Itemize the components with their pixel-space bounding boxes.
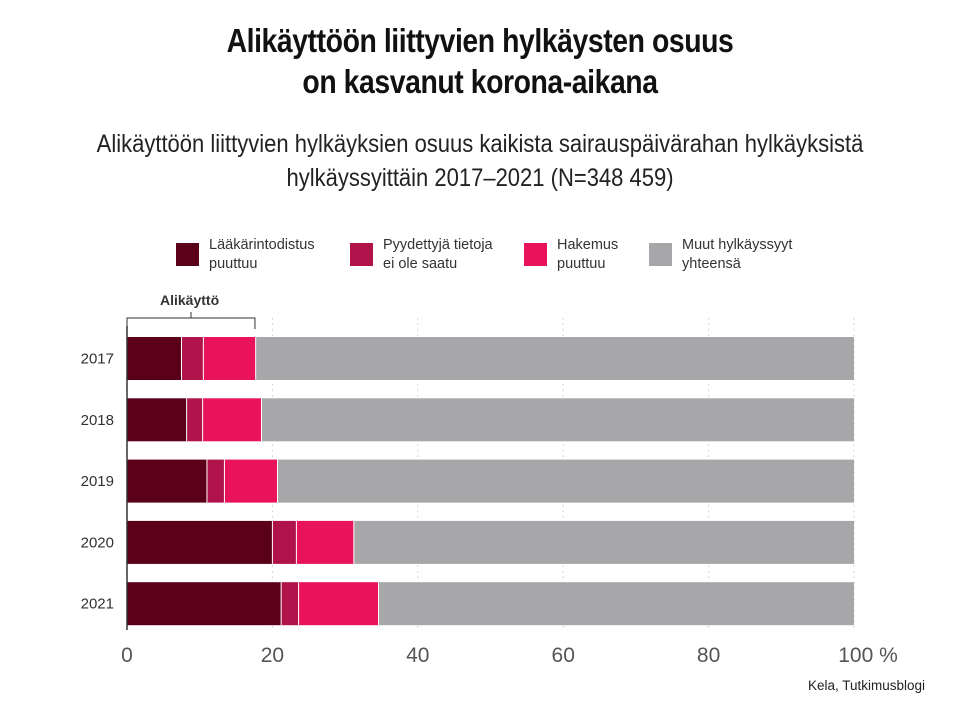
bar-segment bbox=[298, 582, 379, 626]
bar-segment bbox=[353, 520, 854, 564]
chart-title-line1: Alikäyttöön liittyvien hylkäysten osuus bbox=[226, 22, 734, 59]
legend-item-hakemus: Hakemus puuttuu bbox=[524, 236, 618, 274]
chart-title-line2: on kasvanut korona-aikana bbox=[302, 63, 658, 100]
legend-item-laakarintodistus: Lääkärintodistus puuttuu bbox=[176, 236, 315, 274]
x-tick-label: 60 bbox=[552, 644, 575, 667]
bar-segment bbox=[261, 398, 854, 442]
bar-segment bbox=[378, 582, 854, 626]
bar-segment bbox=[127, 337, 182, 380]
legend-label: Hakemus puuttuu bbox=[557, 237, 619, 272]
source-credit: Kela, Tutkimusblogi bbox=[807, 678, 925, 693]
alikaytto-bracket bbox=[126, 317, 256, 329]
legend-label: Muut hylkäyssyyt yhteensä bbox=[682, 237, 793, 272]
bar-segment bbox=[296, 520, 354, 564]
x-tick-label: 0 bbox=[121, 644, 133, 667]
bar-segment bbox=[206, 459, 225, 503]
chart-subtitle-line2: hylkäyssyittäin 2017–2021 (N=348 459) bbox=[286, 164, 674, 192]
y-tick-label: 2021 bbox=[81, 596, 114, 613]
y-tick-label: 2017 bbox=[81, 351, 114, 368]
x-tick-label: 80 bbox=[697, 644, 720, 667]
chart-subtitle-line1: Alikäyttöön liittyvien hylkäyksien osuus… bbox=[96, 130, 864, 158]
legend-swatch bbox=[350, 243, 373, 266]
legend-swatch bbox=[524, 243, 547, 266]
legend-label: Lääkärintodistus puuttuu bbox=[209, 237, 315, 272]
bar-segment bbox=[127, 398, 187, 442]
bar-segment bbox=[127, 459, 207, 503]
bar-segment bbox=[127, 582, 282, 626]
bar-segment bbox=[272, 520, 297, 564]
bar-segment bbox=[277, 459, 854, 503]
legend-swatch bbox=[649, 243, 672, 266]
y-tick-label: 2019 bbox=[81, 473, 114, 490]
legend-label: Pyydettyjä tietoja ei ole saatu bbox=[383, 237, 493, 272]
bar-segment bbox=[202, 398, 262, 442]
y-tick-label: 2020 bbox=[81, 534, 114, 551]
bar-segment bbox=[186, 398, 203, 442]
bar-segment bbox=[127, 520, 273, 564]
legend-swatch bbox=[176, 243, 199, 266]
bar-segment bbox=[203, 337, 256, 380]
bar-segment bbox=[181, 337, 204, 380]
x-tick-label: 40 bbox=[406, 644, 429, 667]
legend-item-pyydettyja-tietoja: Pyydettyjä tietoja ei ole saatu bbox=[350, 236, 493, 274]
bar-segment bbox=[255, 337, 854, 380]
y-tick-label: 2018 bbox=[81, 412, 114, 429]
x-tick-label: 100 % bbox=[838, 644, 898, 667]
bar-segment bbox=[224, 459, 278, 503]
alikaytto-bracket-label: Alikäyttö bbox=[160, 292, 220, 308]
x-tick-label: 20 bbox=[261, 644, 284, 667]
legend-item-muut: Muut hylkäyssyyt yhteensä bbox=[649, 236, 792, 274]
bar-segment bbox=[281, 582, 299, 626]
